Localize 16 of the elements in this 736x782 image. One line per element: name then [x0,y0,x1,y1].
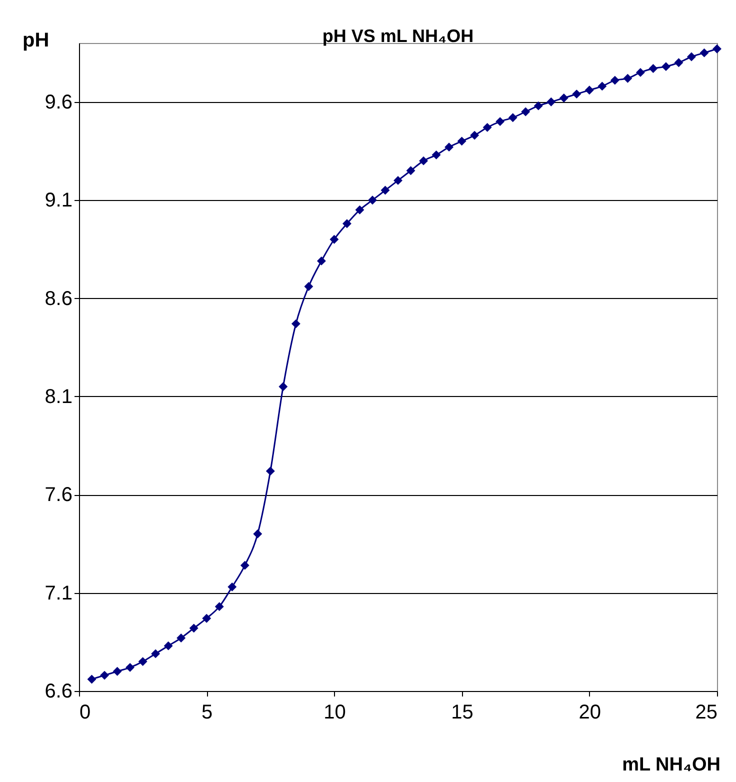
y-tick-label: 8.6 [44,288,72,310]
y-tick-label: 7.1 [44,582,72,604]
y-tick-label: 6.6 [44,680,72,702]
x-tick-label: 15 [451,702,474,724]
x-tick-label: 0 [80,702,91,724]
y-axis-title: pH [22,30,50,52]
y-tick-label: 9.6 [44,91,72,114]
y-tick-label: 8.1 [44,386,72,408]
chart-title: pH VS mL NH₄OH [322,26,474,46]
y-tick-label: 7.6 [44,484,72,506]
y-tick-label: 9.1 [44,190,72,212]
x-axis-title: mL NH₄OH [622,754,720,776]
x-tick-label: 20 [578,702,602,724]
x-tick-label: 25 [695,702,718,724]
x-tick-label: 10 [324,702,346,724]
x-tick-label: 5 [202,702,213,724]
